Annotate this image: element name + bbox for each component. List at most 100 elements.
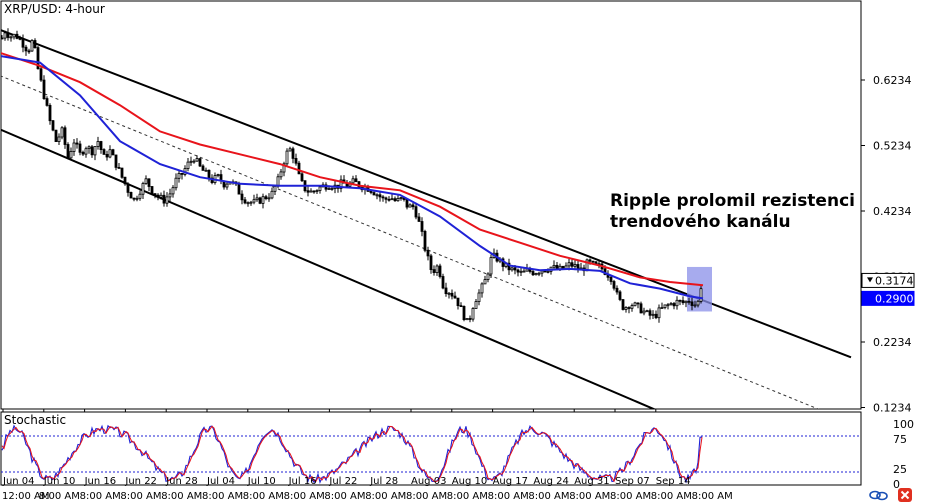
candle: [684, 300, 688, 308]
candle: [54, 129, 58, 142]
candle: [570, 259, 574, 270]
candle: [654, 310, 658, 320]
candle: [21, 34, 25, 53]
y-tick-label: 0.1234: [873, 402, 912, 415]
candle: [90, 145, 94, 158]
close-icon[interactable]: [898, 488, 912, 502]
candle: [369, 190, 373, 195]
candle: [243, 197, 247, 205]
candle: [186, 158, 190, 172]
candle: [126, 182, 130, 197]
candle: [282, 161, 286, 177]
candle: [264, 194, 268, 201]
candle: [444, 282, 448, 297]
candle: [27, 48, 31, 54]
candle: [159, 192, 163, 200]
candle: [84, 146, 88, 158]
x-date-label: Jun 16: [84, 476, 117, 487]
candle: [300, 172, 304, 182]
x-time-label: 8:00 AM: [447, 491, 488, 502]
candle: [9, 35, 13, 42]
candle: [627, 306, 631, 314]
candle: [450, 289, 454, 300]
candle: [426, 246, 430, 261]
candle: [690, 297, 694, 311]
stochastic-tick-label: 25: [893, 463, 907, 476]
x-time-label: 8:00 AM: [284, 491, 325, 502]
stoch-plot-background: [0, 411, 862, 486]
candle: [318, 185, 322, 194]
candle: [417, 213, 421, 222]
candle: [309, 188, 313, 193]
candle: [393, 196, 397, 202]
candle: [639, 301, 643, 314]
candle: [390, 194, 394, 201]
candle: [660, 302, 664, 309]
candle: [147, 178, 151, 192]
x-time-label: 8:00 AM: [39, 491, 80, 502]
stochastic-d-line: [1, 425, 703, 483]
candle: [288, 146, 292, 152]
candle: [261, 193, 265, 209]
candle: [48, 103, 52, 125]
stochastic-y-axis: 100 75 25 0: [893, 418, 914, 491]
candle: [414, 202, 418, 220]
stochastic-title: Stochastic: [4, 413, 66, 427]
candle: [480, 282, 484, 298]
candle: [534, 272, 538, 276]
stochastic-tick-label: 0: [893, 478, 900, 491]
candle: [459, 302, 463, 308]
candle: [696, 300, 700, 308]
candle: [105, 150, 109, 161]
candle: [294, 153, 298, 166]
candle: [621, 299, 625, 311]
candle: [39, 66, 43, 82]
candle: [192, 159, 196, 164]
candle: [99, 140, 103, 154]
candle: [270, 187, 274, 200]
stochastic-plot-layer: [1, 424, 861, 484]
candle: [51, 120, 55, 132]
annotation-line-1: Ripple prolomil rezistenci: [610, 191, 855, 211]
candle: [297, 160, 301, 175]
x-date-label: Aug 03: [411, 476, 446, 487]
candle: [135, 195, 139, 202]
candle: [108, 145, 112, 159]
candle: [642, 307, 646, 316]
x-time-label: 8:00 AM: [569, 491, 610, 502]
candle: [246, 201, 250, 207]
svg-text:0.2900: 0.2900: [875, 292, 914, 305]
candle: [291, 146, 295, 164]
candle: [396, 194, 400, 202]
x-axis-time-labels: 12:00 AM8:00 AM 8:00 AM 8:00 AM 8:00 AM 8:00…: [2, 491, 733, 502]
candle: [387, 196, 391, 202]
candle: [174, 173, 178, 191]
main-chart-title: XRP/USD: 4-hour: [4, 2, 105, 16]
main-plot-layer: [1, 28, 852, 409]
candle: [438, 263, 442, 279]
candle: [138, 190, 142, 201]
candle: [420, 217, 424, 237]
candle: [216, 173, 220, 178]
link-icon[interactable]: [869, 490, 888, 501]
candle: [483, 275, 487, 285]
candle: [435, 264, 439, 276]
candle: [630, 303, 634, 312]
candle: [519, 266, 523, 276]
candle: [408, 203, 412, 208]
candle: [165, 192, 169, 207]
x-time-label: 8:00 AM: [202, 491, 243, 502]
candle: [663, 304, 667, 310]
candle: [477, 289, 481, 306]
candle: [33, 38, 37, 49]
candle: [672, 302, 676, 310]
candle: [648, 308, 652, 320]
candle: [468, 315, 472, 323]
candle: [354, 175, 358, 183]
candle: [633, 301, 637, 307]
candle: [144, 175, 148, 185]
candle: [102, 148, 106, 155]
candle: [75, 138, 79, 149]
candle: [30, 39, 34, 52]
candle: [198, 157, 202, 167]
